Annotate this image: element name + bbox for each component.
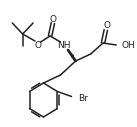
Text: NH: NH [58,42,71,51]
Text: O: O [103,21,110,30]
Text: Br: Br [78,94,88,103]
Text: O: O [49,14,56,23]
Text: OH: OH [122,42,136,51]
Text: O: O [34,41,41,50]
